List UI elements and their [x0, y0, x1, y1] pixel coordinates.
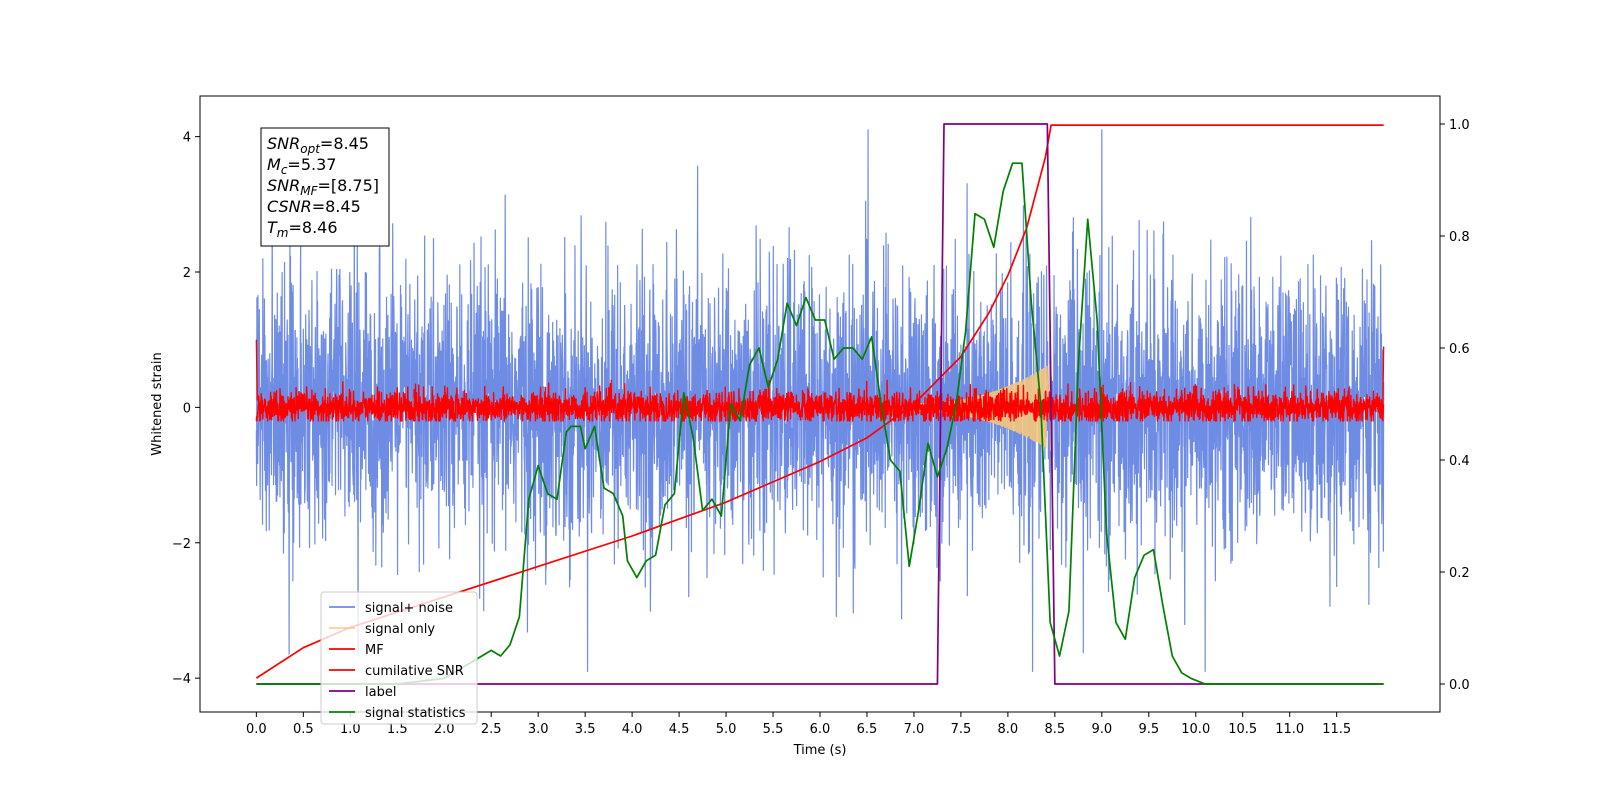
x-tick-label: 8.0 — [998, 722, 1019, 737]
y-right-tick-label: 0.0 — [1449, 678, 1470, 693]
mf-edge-start — [255, 339, 259, 401]
x-tick-label: 4.0 — [622, 722, 643, 737]
x-axis-label: Time (s) — [793, 743, 847, 758]
x-tick-label: 0.5 — [293, 722, 314, 737]
legend-label: signal only — [365, 622, 435, 637]
x-tick-label: 6.5 — [857, 722, 878, 737]
mf-edge-end — [1382, 346, 1385, 415]
y-right-tick-label: 0.4 — [1449, 454, 1470, 469]
y-right-tick-label: 1.0 — [1449, 118, 1470, 133]
plot-area — [255, 123, 1385, 685]
y-axis-right: 0.0 0.2 0.4 0.6 0.8 1.0 — [1440, 118, 1470, 693]
x-tick-label: 10.0 — [1181, 722, 1210, 737]
series-mf — [255, 379, 1385, 422]
x-tick-label: 1.5 — [387, 722, 408, 737]
x-tick-label: 3.0 — [528, 722, 549, 737]
x-tick-label: 10.5 — [1228, 722, 1257, 737]
annotation-line: Mc=5.37 — [267, 155, 336, 177]
legend: signal+ noise signal only MF cumilative SNR… — [320, 591, 478, 725]
x-tick-label: 5.5 — [763, 722, 784, 737]
x-tick-label: 11.0 — [1275, 722, 1304, 737]
x-tick-label: 0.0 — [246, 722, 267, 737]
x-tick-label: 7.5 — [951, 722, 972, 737]
annotation-line: Tm=8.46 — [267, 218, 338, 240]
series-label — [256, 123, 1384, 685]
y-left-tick-label: 4 — [183, 131, 191, 146]
x-tick-label: 3.5 — [575, 722, 596, 737]
y-right-tick-label: 0.6 — [1449, 342, 1470, 357]
annotation-line: SNRMF=[8.75] — [267, 176, 379, 198]
series-signal-statistics — [256, 162, 1384, 685]
y-right-tick-label: 0.2 — [1449, 566, 1470, 581]
x-tick-label: 2.0 — [434, 722, 455, 737]
x-tick-label: 11.5 — [1322, 722, 1351, 737]
legend-label: cumilative SNR — [365, 664, 464, 679]
annotation-line: CSNR=8.45 — [267, 197, 361, 216]
legend-label: signal statistics — [365, 706, 466, 721]
x-tick-label: 4.5 — [669, 722, 690, 737]
x-tick-label: 2.5 — [481, 722, 502, 737]
x-tick-label: 6.0 — [810, 722, 831, 737]
annotation-frame — [260, 127, 390, 247]
x-tick-label: 9.0 — [1091, 722, 1112, 737]
x-tick-label: 5.0 — [716, 722, 737, 737]
y-left-tick-label: −2 — [172, 537, 191, 552]
x-tick-label: 1.0 — [340, 722, 361, 737]
legend-label: MF — [365, 643, 384, 658]
x-tick-label: 7.0 — [904, 722, 925, 737]
x-tick-label: 9.5 — [1138, 722, 1159, 737]
legend-frame — [320, 591, 478, 725]
x-tick-label: 8.5 — [1045, 722, 1066, 737]
y-right-tick-label: 0.8 — [1449, 230, 1470, 245]
legend-label: signal+ noise — [365, 601, 453, 616]
x-axis: 0.0 0.5 1.0 1.5 2.0 2.5 3.0 3.5 4.0 4.5 5.0 5.5 6.0 6… — [246, 712, 1351, 737]
y-left-tick-label: 0 — [183, 401, 191, 416]
y-left-tick-label: −4 — [172, 672, 191, 687]
y-left-tick-label: 2 — [183, 266, 191, 281]
y-axis-left: −4 −2 0 2 4 — [172, 131, 200, 687]
legend-label: label — [365, 685, 396, 700]
y-axis-label: Whitened strain — [150, 352, 165, 455]
annotation-line: SNRopt=8.45 — [267, 134, 369, 156]
